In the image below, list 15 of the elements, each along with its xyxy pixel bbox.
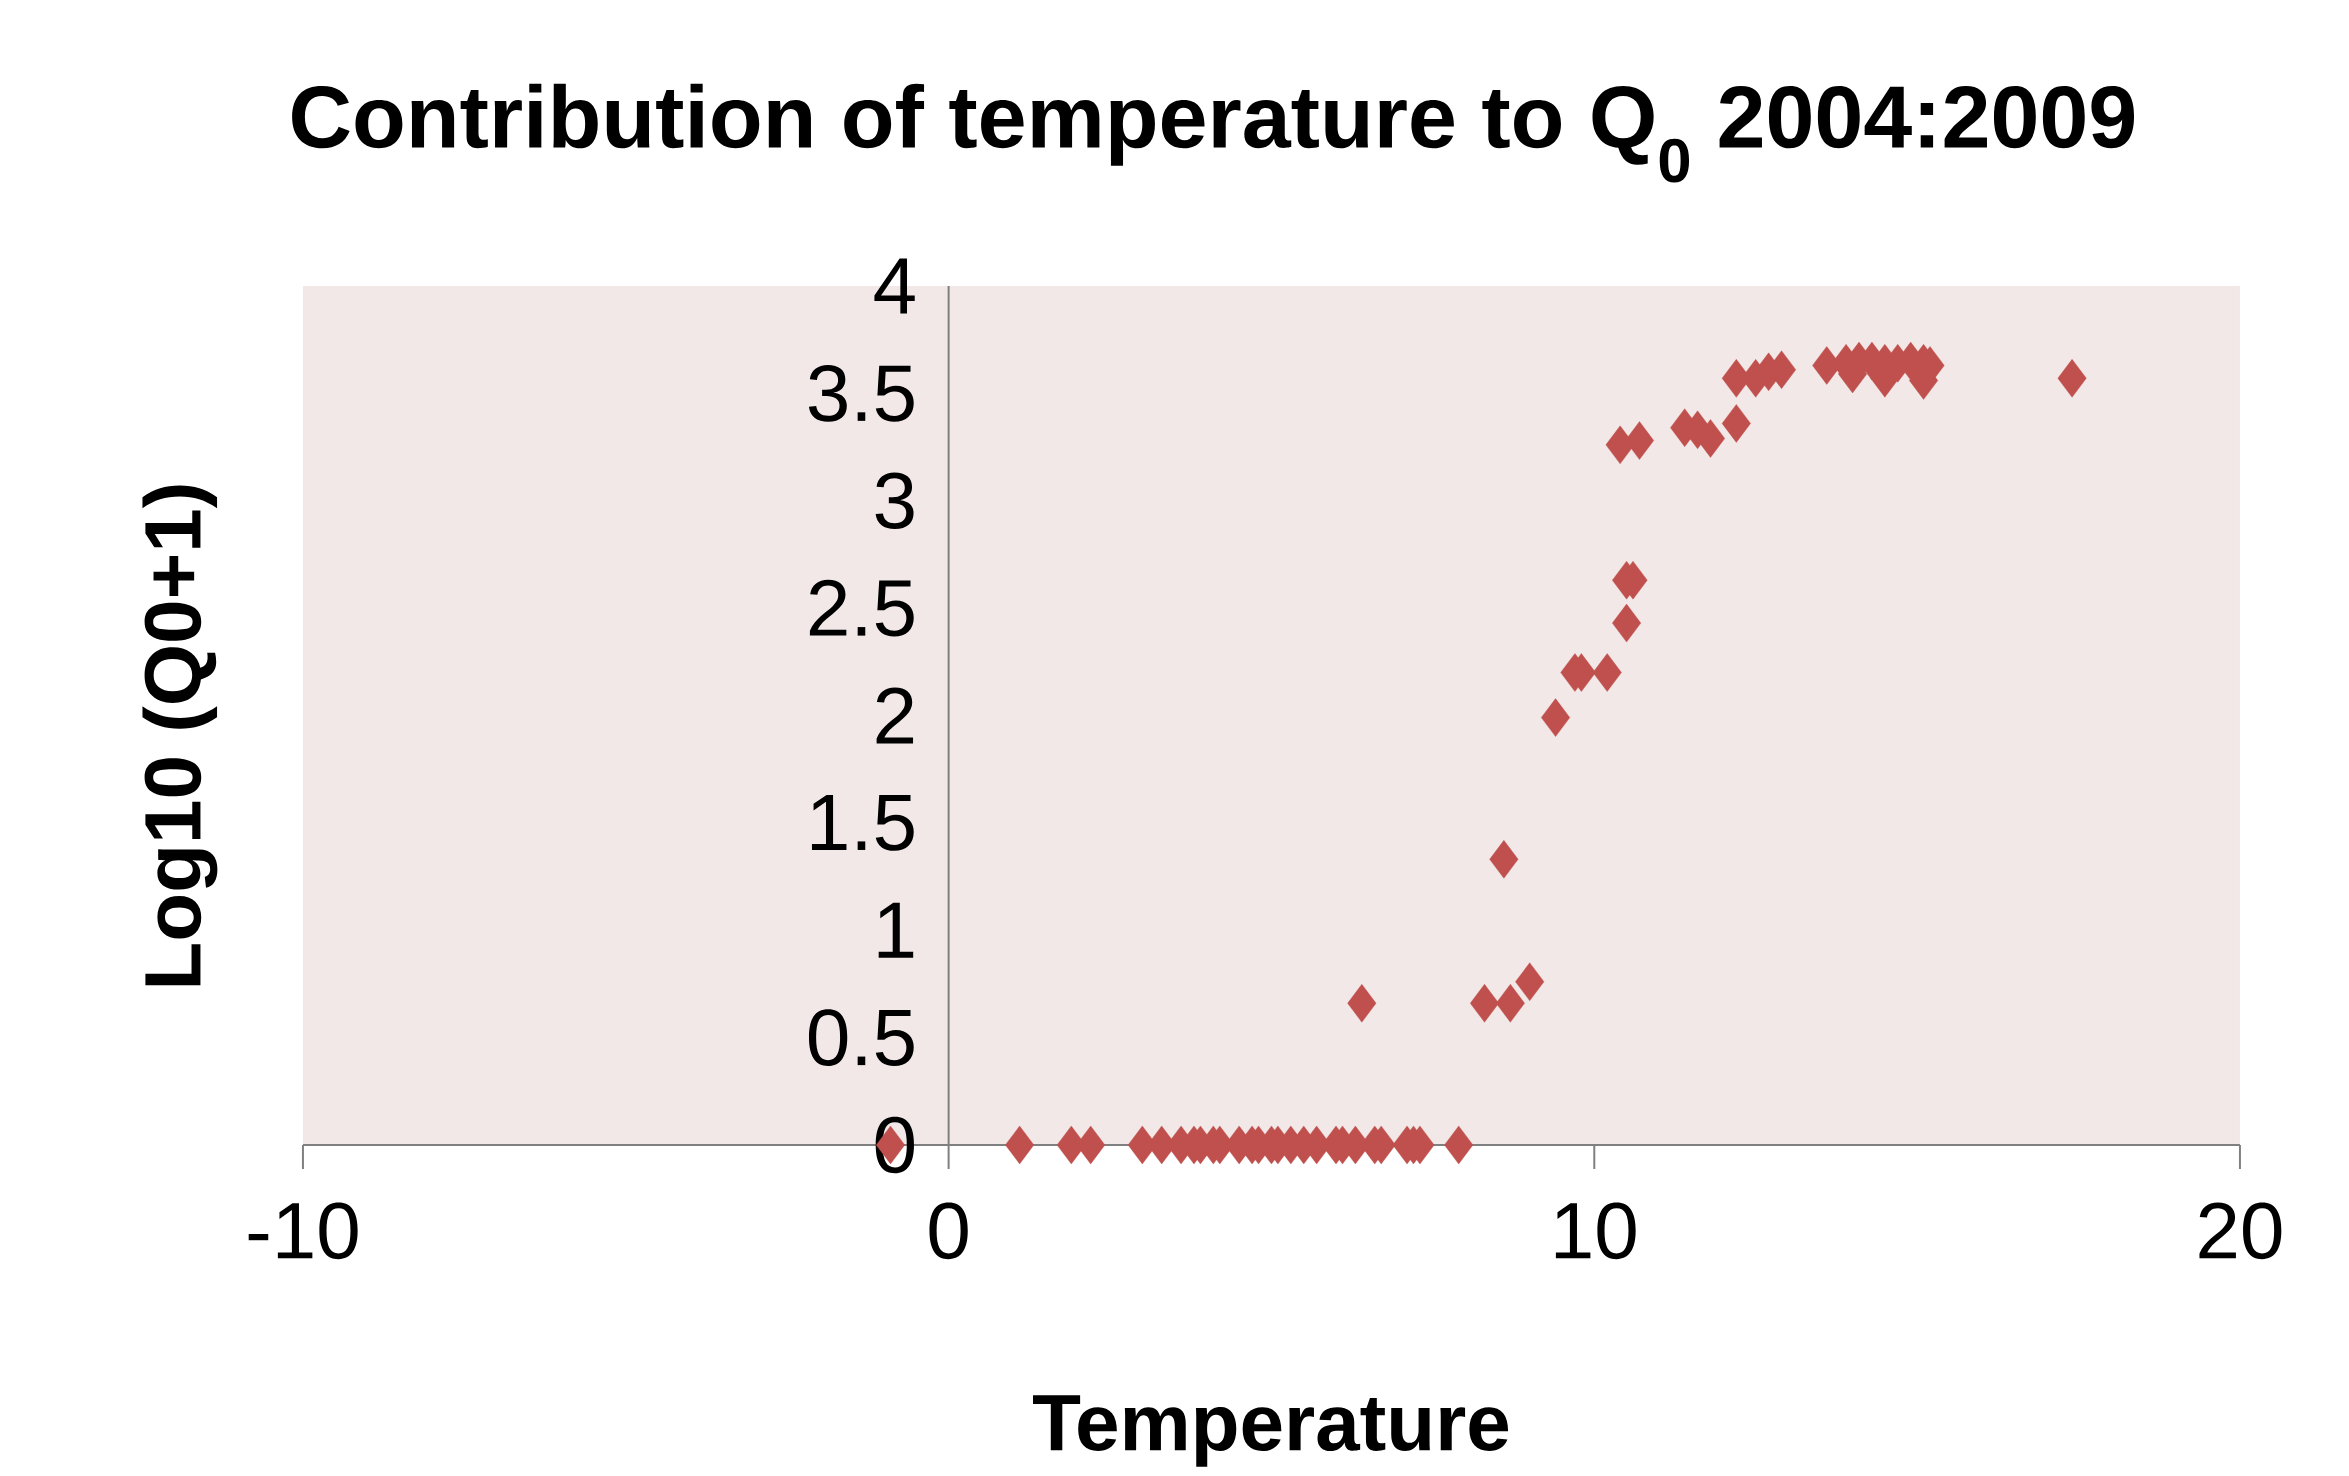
y-tick-label: 4 bbox=[874, 258, 915, 314]
x-tick-label: 20 bbox=[2199, 1202, 2282, 1260]
y-tick-label: 2.5 bbox=[809, 579, 914, 637]
y-tick-label: 1 bbox=[878, 902, 914, 958]
x-axis-title: Temperature bbox=[1033, 1395, 1509, 1467]
x-tick-label: 10 bbox=[1555, 1202, 1636, 1260]
y-tick-label: 1.5 bbox=[811, 794, 914, 851]
y-tick-label: 2 bbox=[876, 687, 914, 744]
y-tick-label: 3 bbox=[875, 472, 914, 530]
x-tick-label: 0 bbox=[929, 1202, 968, 1260]
chart-title: Contribution of temperature to Q$_{0}$ 2004:2009 bbox=[292, 83, 2135, 183]
y-tick-label: 3.5 bbox=[808, 365, 914, 422]
y-tick-label: 0.5 bbox=[808, 1009, 914, 1066]
x-tick-label: -10 bbox=[248, 1202, 358, 1260]
y-axis-title: Log10 (Q0+1) bbox=[142, 485, 218, 986]
